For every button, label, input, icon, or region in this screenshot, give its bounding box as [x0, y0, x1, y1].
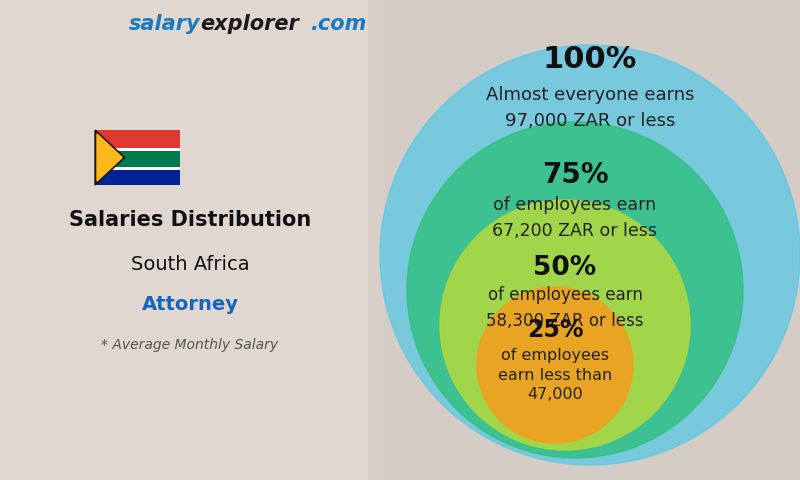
Text: .com: .com: [310, 14, 366, 34]
Circle shape: [440, 200, 690, 450]
Text: of employees
earn less than
47,000: of employees earn less than 47,000: [498, 348, 612, 402]
Circle shape: [407, 122, 743, 458]
Circle shape: [380, 45, 800, 465]
Text: 75%: 75%: [542, 161, 608, 189]
Text: of employees earn
67,200 ZAR or less: of employees earn 67,200 ZAR or less: [493, 196, 658, 240]
Text: 50%: 50%: [534, 255, 597, 281]
Polygon shape: [95, 130, 125, 185]
Bar: [384, 0, 800, 480]
Bar: [95, 167, 180, 170]
Text: Salaries Distribution: Salaries Distribution: [69, 210, 311, 230]
Text: salary: salary: [128, 14, 200, 34]
Bar: [95, 130, 180, 148]
Bar: [95, 148, 180, 151]
Text: South Africa: South Africa: [130, 255, 250, 275]
FancyBboxPatch shape: [0, 0, 368, 480]
Text: of employees earn
58,300 ZAR or less: of employees earn 58,300 ZAR or less: [486, 287, 644, 329]
Text: explorer: explorer: [200, 14, 298, 34]
Text: Almost everyone earns
97,000 ZAR or less: Almost everyone earns 97,000 ZAR or less: [486, 86, 694, 130]
Text: 100%: 100%: [543, 46, 637, 74]
Bar: [95, 170, 180, 185]
Text: 25%: 25%: [526, 318, 583, 342]
Text: * Average Monthly Salary: * Average Monthly Salary: [102, 338, 278, 352]
Text: Attorney: Attorney: [142, 296, 238, 314]
Circle shape: [477, 287, 633, 443]
Bar: [95, 151, 180, 167]
Polygon shape: [97, 134, 122, 181]
